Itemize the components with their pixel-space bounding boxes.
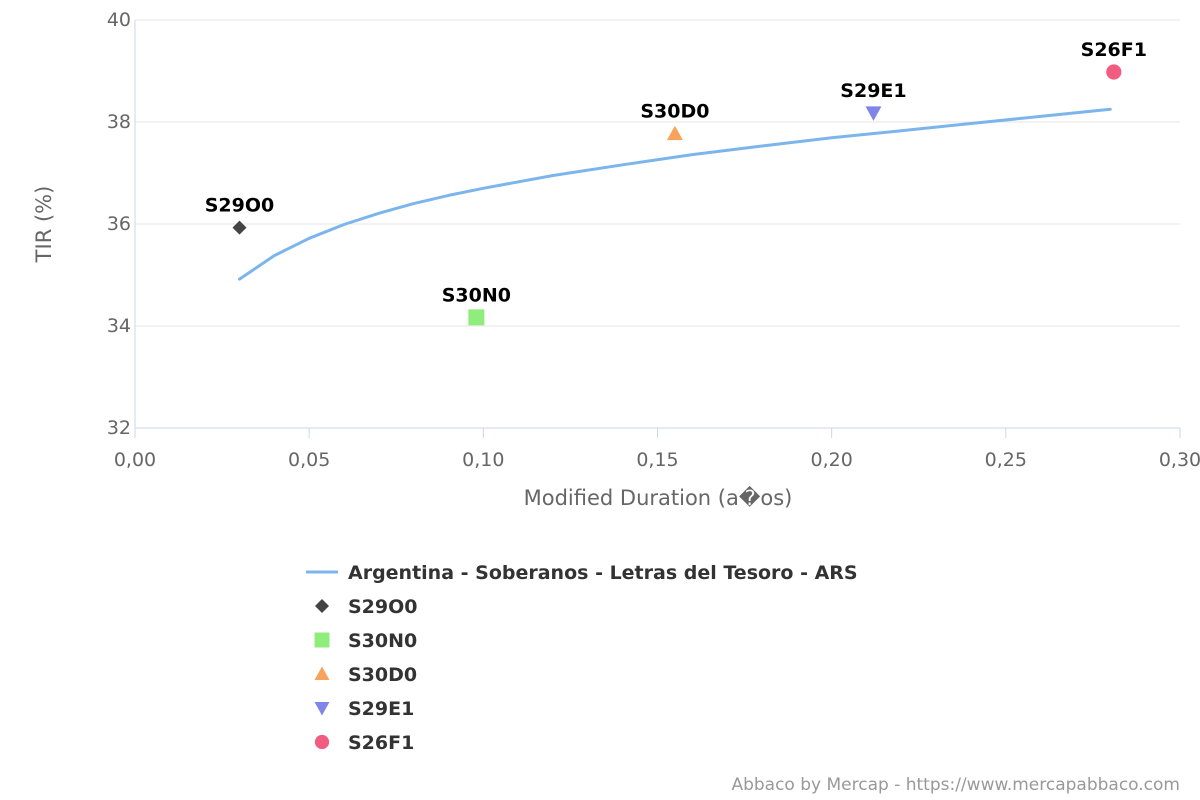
point-labels: S29O0 S30N0 S30D0 S29E1 S26F1 — [203, 37, 1149, 308]
legend-marker-s29e1[interactable] — [314, 702, 330, 716]
legend-item-s26f1[interactable]: S26F1 — [314, 732, 414, 754]
legend-marker-s26f1[interactable] — [314, 734, 330, 750]
data-label-s30n0: S30N0 — [442, 284, 511, 306]
data-label-s29e1: S29E1 — [840, 80, 906, 102]
data-point-s29e1[interactable] — [865, 106, 882, 121]
grid-lines — [135, 19, 1180, 429]
data-point-s30d0[interactable] — [666, 125, 683, 141]
x-tick-label: 0,30 — [1159, 449, 1200, 471]
legend: Argentina - Soberanos - Letras del Tesor… — [306, 562, 858, 754]
legend-marker-s30d0[interactable] — [314, 666, 330, 681]
credits-text[interactable]: Abbaco by Mercap - https://www.mercapabb… — [731, 775, 1180, 795]
legend-marker-s30n0[interactable] — [314, 632, 330, 648]
plot-area — [232, 64, 1122, 326]
legend-label: S29E1 — [348, 698, 414, 720]
y-tick-label: 32 — [107, 417, 131, 439]
legend-label: S30N0 — [348, 630, 417, 652]
data-label-s29o0: S29O0 — [205, 195, 275, 217]
x-tick-label: 0,10 — [462, 449, 504, 471]
legend-item-s30n0[interactable]: S30N0 — [314, 630, 418, 652]
x-axis-title: Modified Duration (a�os) — [524, 485, 793, 510]
y-tick-label: 38 — [107, 111, 131, 133]
x-tick-label: 0,20 — [811, 449, 853, 471]
legend-label: Argentina - Soberanos - Letras del Tesor… — [348, 562, 858, 584]
data-label-s26f1: S26F1 — [1081, 39, 1147, 61]
data-point-s26f1[interactable] — [1106, 64, 1122, 80]
x-tick-label: 0,00 — [114, 449, 156, 471]
data-point-s29o0[interactable] — [232, 220, 247, 235]
y-tick-label: 36 — [107, 213, 131, 235]
legend-item-curve[interactable]: Argentina - Soberanos - Letras del Tesor… — [306, 562, 858, 584]
legend-marker-s29o0[interactable] — [315, 599, 329, 613]
x-tick-label: 0,15 — [636, 449, 678, 471]
legend-label: S30D0 — [348, 664, 417, 686]
y-tick-label: 40 — [107, 9, 131, 31]
legend-label: S26F1 — [348, 732, 414, 754]
x-tick-label: 0,05 — [288, 449, 330, 471]
x-tick-label: 0,25 — [985, 449, 1027, 471]
legend-item-s29e1[interactable]: S29E1 — [314, 698, 415, 720]
legend-label: S29O0 — [348, 596, 418, 618]
legend-item-s30d0[interactable]: S30D0 — [314, 664, 418, 686]
legend-item-s29o0[interactable]: S29O0 — [315, 596, 418, 618]
y-tick-label: 34 — [107, 315, 131, 337]
data-point-s30n0[interactable] — [468, 309, 485, 326]
curve-line-series[interactable] — [238, 107, 1112, 281]
data-label-s30d0: S30D0 — [640, 101, 709, 123]
axes: 32 34 36 38 40 0,00 0,05 0,10 0,15 0,20 0,25 0,30 — [107, 9, 1200, 471]
y-axis-title: TIR (%) — [32, 186, 56, 264]
